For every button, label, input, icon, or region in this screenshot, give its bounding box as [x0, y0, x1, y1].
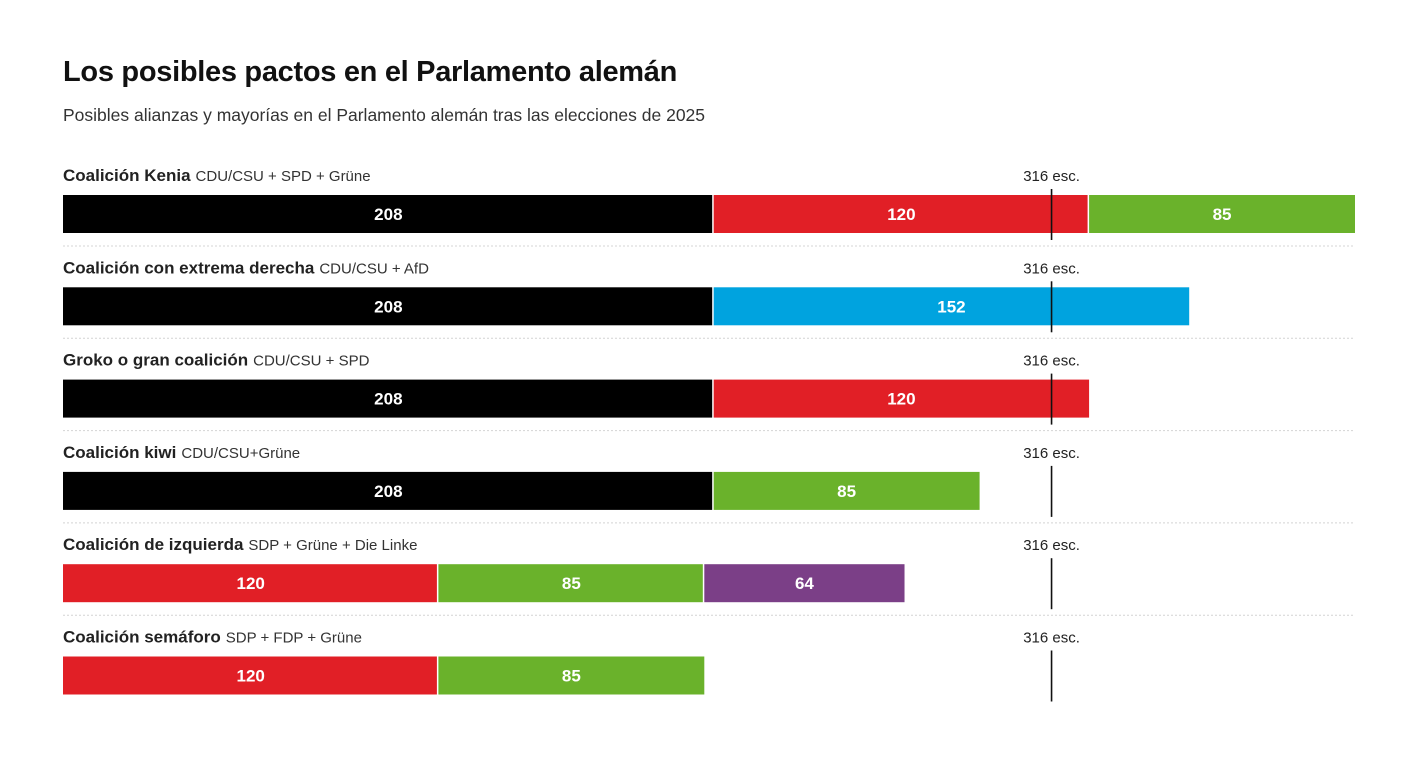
segment-value-label: 208 — [374, 297, 402, 316]
threshold-label: 316 esc. — [1023, 260, 1080, 277]
row-label: Groko o gran coalición CDU/CSU + SPD — [63, 351, 370, 370]
bar-segment — [438, 564, 703, 603]
bar-segment — [713, 379, 1090, 418]
coalition-name: Coalición kiwi — [63, 443, 176, 462]
segment-value-label: 120 — [887, 390, 915, 409]
bar-segment — [438, 656, 705, 695]
row-label: Coalición semáforo SDP + FDP + Grüne — [63, 628, 362, 647]
segment-value-label: 120 — [237, 667, 265, 686]
segment-value-label: 208 — [374, 482, 402, 501]
row-label: Coalición Kenia CDU/CSU + SPD + Grüne — [63, 166, 371, 185]
segment-value-label: 85 — [837, 482, 856, 501]
bar-segment — [63, 471, 713, 510]
bar-segment — [63, 287, 713, 326]
bar-segment — [63, 379, 713, 418]
threshold-label: 316 esc. — [1023, 537, 1080, 554]
threshold-label: 316 esc. — [1023, 168, 1080, 185]
segment-value-label: 152 — [937, 297, 965, 316]
threshold-label: 316 esc. — [1023, 445, 1080, 462]
coalition-name: Coalición de izquierda — [63, 535, 244, 554]
segment-value-label: 120 — [887, 205, 915, 224]
row-label: Coalición kiwi CDU/CSU+Grüne — [63, 443, 300, 462]
bar-segment — [704, 564, 905, 603]
threshold-label: 316 esc. — [1023, 353, 1080, 370]
threshold-label: 316 esc. — [1023, 630, 1080, 647]
bar-segment — [713, 471, 980, 510]
segment-value-label: 64 — [795, 574, 814, 593]
coalition-parties: CDU/CSU+Grüne — [181, 445, 300, 462]
bar-segment — [713, 287, 1190, 326]
coalition-name: Coalición con extrema derecha — [63, 258, 315, 277]
page-subtitle: Posibles alianzas y mayorías en el Parla… — [63, 105, 706, 125]
coalition-name: Coalición semáforo — [63, 628, 221, 647]
page-title: Los posibles pactos en el Parlamento ale… — [63, 56, 678, 88]
row-label: Coalición con extrema derecha CDU/CSU + A… — [63, 258, 429, 277]
bar-segment — [1089, 195, 1355, 233]
row-label: Coalición de izquierda SDP + Grüne + Die … — [63, 535, 417, 554]
segment-value-label: 85 — [1213, 205, 1232, 224]
coalition-name: Groko o gran coalición — [63, 351, 248, 370]
bar-segment — [63, 195, 713, 233]
bar-segment — [63, 656, 437, 695]
coalition-parties: CDU/CSU + AfD — [319, 260, 429, 277]
bar-segment — [713, 195, 1088, 233]
segment-value-label: 85 — [562, 667, 581, 686]
coalition-name: Coalición Kenia — [63, 166, 191, 185]
bar-segment — [63, 564, 437, 603]
segment-value-label: 208 — [374, 390, 402, 409]
segment-value-label: 208 — [374, 205, 402, 224]
segment-value-label: 85 — [562, 574, 581, 593]
coalition-parties: CDU/CSU + SPD — [253, 353, 369, 370]
coalition-parties: CDU/CSU + SPD + Grüne — [196, 168, 371, 185]
coalition-parties: SDP + FDP + Grüne — [226, 630, 362, 647]
segment-value-label: 120 — [237, 574, 265, 593]
coalition-parties: SDP + Grüne + Die Linke — [248, 537, 417, 554]
